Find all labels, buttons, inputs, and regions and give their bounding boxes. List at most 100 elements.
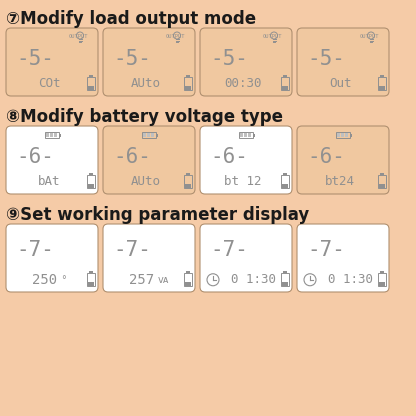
Text: -6-: -6- [210,146,248,166]
FancyBboxPatch shape [297,28,389,96]
Bar [184,77,192,90]
Bar [380,271,384,273]
Text: Out: Out [329,77,352,90]
Bar [337,133,340,137]
Bar [283,173,287,175]
Bar [239,132,253,138]
Bar [379,86,385,90]
Bar [50,133,53,137]
Bar [45,132,59,138]
FancyBboxPatch shape [6,126,98,194]
Bar [147,133,150,137]
Bar [283,75,287,77]
Bar [244,133,247,137]
Bar [281,175,289,188]
Bar [54,133,57,137]
Bar [336,132,350,138]
Text: -7-: -7- [114,240,151,260]
FancyBboxPatch shape [297,224,389,292]
Bar [185,184,191,188]
Text: 0 1:30: 0 1:30 [328,273,373,286]
Text: -6-: -6- [307,146,345,166]
FancyBboxPatch shape [200,126,292,194]
Text: -7-: -7- [17,240,54,260]
Bar [378,77,386,90]
Text: -6-: -6- [114,146,151,166]
Bar [350,134,352,136]
FancyBboxPatch shape [103,28,195,96]
Text: OUTPUT: OUTPUT [262,35,282,40]
Text: bt 12: bt 12 [225,175,262,188]
Bar [184,175,192,188]
Bar [380,75,384,77]
Bar [185,86,191,90]
Text: COt: COt [38,77,60,90]
Bar [143,133,146,137]
Text: ⑦Modify load output mode: ⑦Modify load output mode [6,10,256,28]
Bar [186,271,190,273]
Bar [379,184,385,188]
Bar [345,133,348,137]
Text: AUto: AUto [131,175,161,188]
Bar [378,273,386,286]
Bar [253,134,255,136]
Bar [248,133,251,137]
Text: -7-: -7- [307,240,345,260]
Text: OUTPUT: OUTPUT [166,35,185,40]
Text: 257: 257 [129,273,154,287]
Bar [87,77,95,90]
Bar [185,282,191,286]
Text: -5-: -5- [307,49,345,69]
Bar [283,271,287,273]
Text: 0 1:30: 0 1:30 [231,273,276,286]
FancyBboxPatch shape [6,224,98,292]
Text: -5-: -5- [114,49,151,69]
Text: -6-: -6- [17,146,54,166]
FancyBboxPatch shape [6,28,98,96]
Bar [281,77,289,90]
Text: bt24: bt24 [325,175,355,188]
Text: 00:30: 00:30 [225,77,262,90]
Bar [88,184,94,188]
Bar [59,134,61,136]
Text: OUTPUT: OUTPUT [359,35,379,40]
FancyBboxPatch shape [103,224,195,292]
Bar [88,282,94,286]
FancyBboxPatch shape [103,126,195,194]
Text: OUTPUT: OUTPUT [69,35,88,40]
Text: AUto: AUto [131,77,161,90]
Bar [142,132,156,138]
Text: ⑨Set working parameter display: ⑨Set working parameter display [6,206,309,224]
Bar [380,173,384,175]
Bar [89,271,93,273]
Bar [89,75,93,77]
Bar [186,173,190,175]
FancyBboxPatch shape [200,224,292,292]
Bar [281,273,289,286]
Text: -7-: -7- [210,240,248,260]
Bar [282,86,288,90]
Text: ⑧Modify battery voltage type: ⑧Modify battery voltage type [6,108,283,126]
Bar [341,133,344,137]
Bar [282,184,288,188]
FancyBboxPatch shape [200,28,292,96]
Bar [151,133,154,137]
Text: -5-: -5- [210,49,248,69]
Bar [46,133,49,137]
Text: -5-: -5- [17,49,54,69]
Text: °: ° [61,275,66,285]
Bar [88,86,94,90]
Bar [186,75,190,77]
Bar [240,133,243,137]
Bar [282,282,288,286]
Bar [378,175,386,188]
Text: 250: 250 [32,273,57,287]
Bar [87,273,95,286]
Bar [379,282,385,286]
FancyBboxPatch shape [297,126,389,194]
Bar [87,175,95,188]
Bar [156,134,158,136]
Bar [89,173,93,175]
Text: bAt: bAt [38,175,60,188]
Text: vᴀ: vᴀ [158,275,170,285]
